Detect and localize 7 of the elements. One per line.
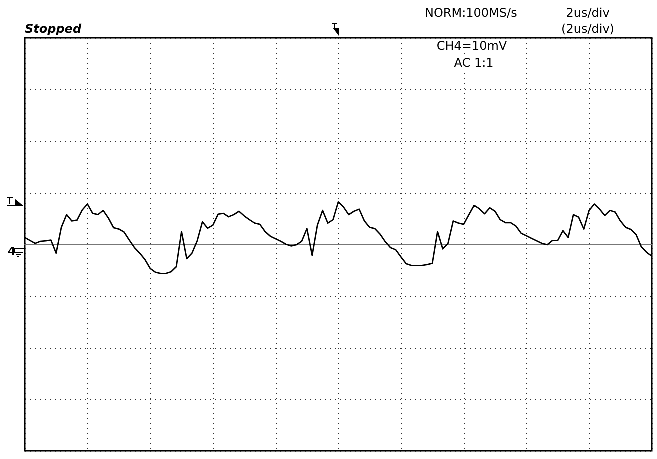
text: CH4=10mV <box>436 39 508 53</box>
text: 2us/div <box>566 6 610 20</box>
text: AC 1:1 <box>454 56 494 70</box>
text: Stopped <box>25 22 82 36</box>
text: 4 <box>8 245 16 258</box>
text: NORM:100MS/s <box>425 6 518 20</box>
text: (2us/div) <box>562 22 614 36</box>
